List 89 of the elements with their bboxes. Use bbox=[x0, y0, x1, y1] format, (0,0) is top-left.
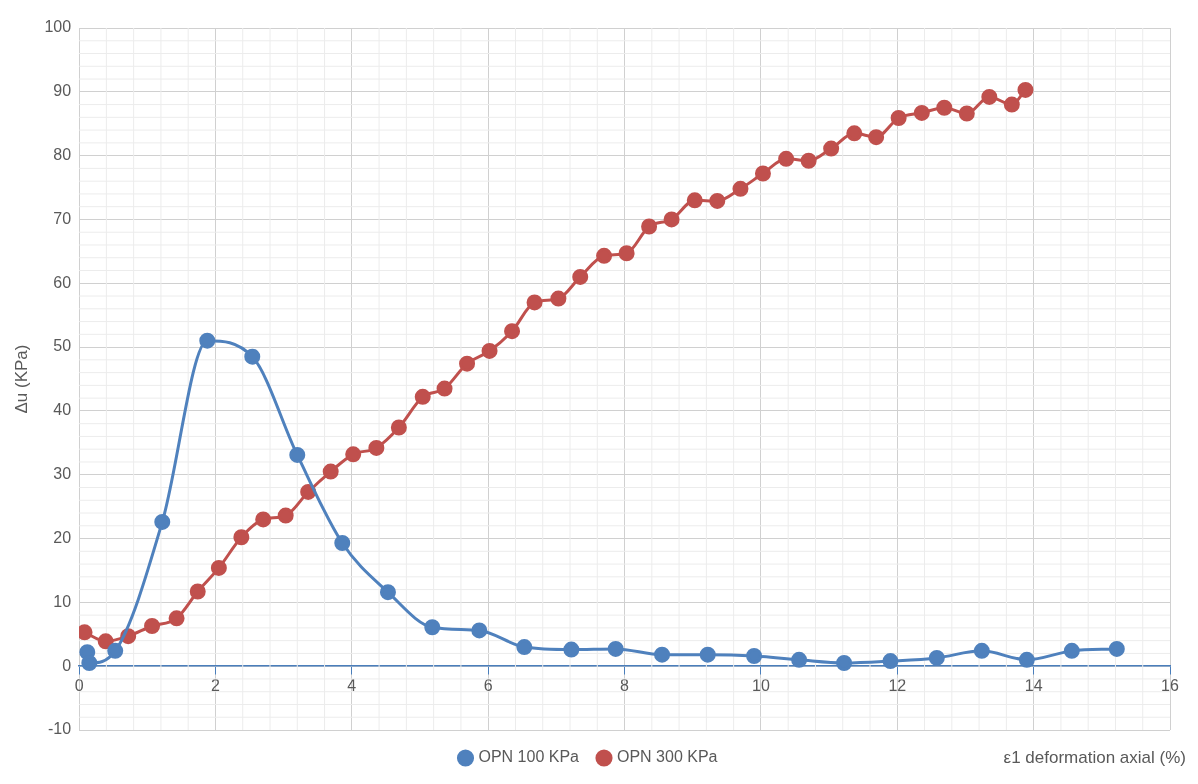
x-tick-label: 8 bbox=[620, 677, 630, 695]
x-tick-label: 6 bbox=[483, 677, 493, 695]
point bbox=[868, 129, 885, 146]
point bbox=[1017, 81, 1034, 98]
point bbox=[334, 535, 351, 552]
point bbox=[778, 150, 795, 167]
point bbox=[97, 633, 114, 650]
x-tick-label: 10 bbox=[752, 677, 770, 695]
point bbox=[504, 323, 521, 340]
point bbox=[928, 649, 945, 666]
point bbox=[107, 642, 124, 659]
point bbox=[379, 584, 396, 601]
point bbox=[390, 419, 407, 436]
y-tick-label: 60 bbox=[53, 273, 72, 291]
point bbox=[368, 439, 385, 456]
point bbox=[1018, 651, 1035, 668]
y-tick-label: 90 bbox=[53, 82, 72, 100]
point bbox=[607, 640, 624, 657]
y-tick-label: -10 bbox=[47, 720, 72, 738]
x-tick-label: 12 bbox=[888, 677, 907, 695]
point bbox=[322, 463, 339, 480]
y-tick-label: 100 bbox=[44, 18, 72, 36]
point bbox=[913, 104, 930, 121]
point bbox=[791, 651, 808, 668]
point bbox=[516, 639, 533, 656]
point bbox=[233, 529, 250, 546]
y-tick-label: 20 bbox=[53, 528, 72, 546]
point bbox=[481, 342, 498, 359]
y-tick-label: 70 bbox=[53, 209, 72, 227]
point bbox=[699, 646, 716, 663]
point bbox=[424, 619, 441, 636]
point bbox=[1108, 640, 1125, 657]
point bbox=[526, 294, 543, 311]
point bbox=[1063, 642, 1080, 659]
point bbox=[641, 218, 658, 235]
point bbox=[746, 647, 763, 664]
point bbox=[414, 388, 431, 405]
point bbox=[210, 559, 227, 576]
point bbox=[189, 583, 206, 600]
point bbox=[973, 642, 990, 659]
point bbox=[663, 211, 680, 228]
point bbox=[754, 165, 771, 182]
point bbox=[154, 513, 171, 530]
point bbox=[654, 646, 671, 663]
point bbox=[471, 622, 488, 639]
x-tick-label: 0 bbox=[74, 677, 84, 695]
point bbox=[199, 332, 216, 349]
point bbox=[244, 348, 261, 365]
legend-label: OPN 100 KPa bbox=[478, 748, 580, 766]
point bbox=[144, 617, 161, 634]
point bbox=[846, 125, 863, 142]
y-axis-title: Δu (KPa) bbox=[11, 344, 31, 414]
point bbox=[800, 152, 817, 169]
y-tick-label: 10 bbox=[53, 592, 72, 610]
x-axis-title: ε1 deformation axial (%) bbox=[1003, 747, 1186, 767]
point bbox=[572, 268, 589, 285]
point bbox=[686, 192, 703, 209]
point bbox=[618, 245, 635, 262]
y-tick-label: 40 bbox=[53, 401, 72, 419]
point bbox=[550, 290, 567, 307]
point bbox=[563, 641, 580, 658]
point bbox=[936, 99, 953, 116]
point bbox=[709, 192, 726, 209]
x-tick-label: 14 bbox=[1024, 677, 1043, 695]
y-tick-label: 30 bbox=[53, 465, 72, 483]
point bbox=[277, 507, 294, 524]
legend-label: OPN 300 KPa bbox=[617, 748, 718, 766]
point bbox=[823, 140, 840, 157]
x-tick-label: 2 bbox=[211, 677, 221, 695]
point bbox=[255, 511, 272, 528]
point bbox=[958, 105, 975, 122]
y-tick-label: 0 bbox=[62, 656, 72, 674]
point bbox=[1003, 96, 1020, 113]
point bbox=[732, 180, 749, 197]
point bbox=[459, 355, 476, 372]
point bbox=[168, 610, 185, 627]
x-tick-label: 16 bbox=[1161, 677, 1179, 695]
y-tick-label: 80 bbox=[53, 146, 72, 164]
point bbox=[289, 446, 306, 463]
y-tick-label: 50 bbox=[53, 337, 72, 355]
point bbox=[890, 109, 907, 126]
point bbox=[882, 653, 899, 670]
point bbox=[345, 446, 362, 463]
point bbox=[981, 88, 998, 105]
point bbox=[436, 380, 453, 397]
point bbox=[836, 654, 853, 671]
point bbox=[81, 654, 98, 671]
point bbox=[596, 247, 613, 264]
x-tick-label: 4 bbox=[347, 677, 357, 695]
